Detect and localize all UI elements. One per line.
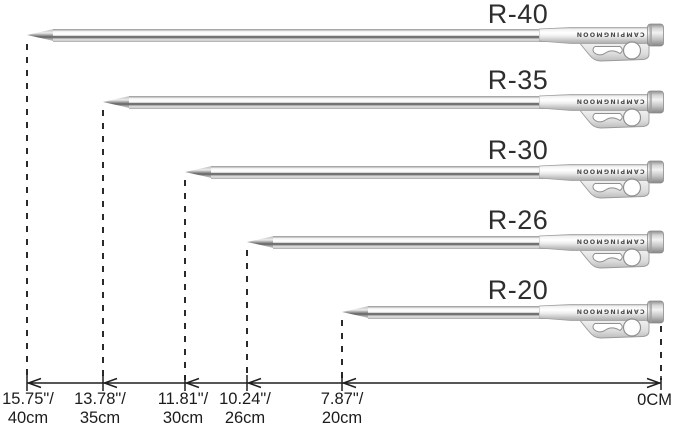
origin-label: 0CM [637, 391, 672, 409]
drop-line-20cm [341, 320, 343, 380]
drop-line-40cm [26, 44, 28, 380]
stake-tip [185, 165, 213, 179]
drop-line-0cm [660, 326, 662, 380]
drop-line-26cm [246, 250, 248, 380]
measure-label-26cm: 10.24"/ 26cm [199, 390, 291, 428]
stake-tip [27, 28, 55, 42]
stake-head: CAMPINGMOON [539, 23, 664, 62]
stake-r30: CAMPINGMOON [185, 160, 664, 200]
measure-cm: 30cm [162, 409, 204, 427]
measure-label-40cm: 15.75"/ 40cm [0, 390, 74, 428]
measure-cm: 26cm [224, 409, 266, 427]
dimension-ruler [26, 375, 662, 391]
brand-engraving: CAMPINGMOON [575, 31, 644, 38]
model-label-r35: R-35 [487, 65, 549, 95]
stake-r40: CAMPINGMOON [27, 23, 664, 63]
stake-r26: CAMPINGMOON [247, 230, 664, 270]
stake-head: CAMPINGMOON [539, 300, 664, 339]
measure-cm: 40cm [7, 409, 49, 427]
stake-head: CAMPINGMOON [539, 230, 664, 269]
model-label-r26: R-26 [487, 205, 549, 235]
stake-head: CAMPINGMOON [539, 90, 664, 129]
measure-inches: 15.75"/ [2, 390, 54, 408]
brand-engraving: CAMPINGMOON [575, 168, 644, 175]
model-label-r30: R-30 [487, 135, 549, 165]
measure-label-30cm: 11.81"/ 30cm [137, 390, 229, 428]
drop-line-30cm [184, 180, 186, 380]
stake-shaft [368, 305, 548, 319]
measure-inches: 7.87"/ [320, 390, 364, 408]
brand-engraving: CAMPINGMOON [575, 238, 644, 245]
stake-shaft [53, 28, 548, 42]
brand-engraving: CAMPINGMOON [575, 98, 644, 105]
brand-engraving: CAMPINGMOON [575, 308, 644, 315]
stake-head: CAMPINGMOON [539, 160, 664, 199]
stake-tip [247, 235, 275, 249]
stake-shaft [129, 95, 548, 109]
model-label-r40: R-40 [487, 0, 549, 29]
stake-tip [103, 95, 131, 109]
measure-inches: 10.24"/ [219, 390, 271, 408]
measure-label-35cm: 13.78"/ 35cm [54, 390, 146, 428]
stake-r20: CAMPINGMOON [342, 300, 664, 340]
drop-line-35cm [102, 110, 104, 380]
model-label-r20: R-20 [487, 275, 549, 305]
stake-r35: CAMPINGMOON [103, 90, 664, 130]
stake-shaft [211, 165, 548, 179]
stake-shaft [273, 235, 548, 249]
measure-cm: 20cm [321, 409, 363, 427]
measure-inches: 11.81"/ [157, 390, 209, 408]
stake-tip [342, 305, 370, 319]
measure-cm: 35cm [79, 409, 121, 427]
measure-label-20cm: 7.87"/ 20cm [296, 390, 388, 428]
measure-inches: 13.78"/ [74, 390, 126, 408]
